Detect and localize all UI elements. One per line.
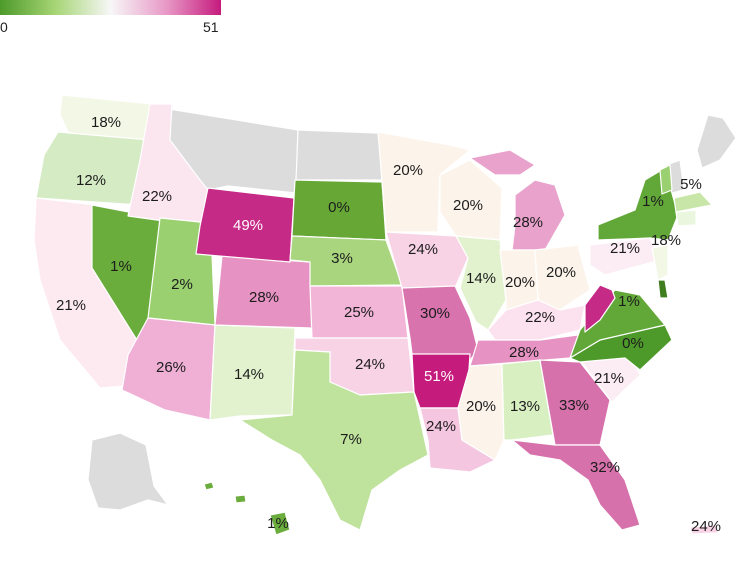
label-vt: 5%: [680, 176, 702, 193]
state-ga[interactable]: [539, 359, 611, 446]
state-tx[interactable]: [239, 349, 429, 531]
state-shapes: [33, 94, 737, 536]
legend-max-label: 51: [203, 19, 219, 35]
label-ia: 24%: [408, 241, 438, 258]
label-id: 22%: [142, 188, 172, 205]
legend-min-label: 0: [0, 19, 8, 35]
label-pa: 21%: [610, 240, 640, 257]
state-hi[interactable]: [203, 481, 291, 536]
label-ok: 24%: [355, 356, 385, 373]
label-hi: 1%: [267, 515, 289, 532]
state-mi[interactable]: [469, 149, 566, 251]
state-ct[interactable]: [675, 209, 697, 227]
label-ks: 25%: [344, 304, 374, 321]
label-va: 1%: [618, 293, 640, 310]
state-wy[interactable]: [195, 187, 295, 263]
state-value-labels: 18% 12% 21% 1% 22% 2% 26% 14% 28% 49% 0%…: [56, 114, 721, 535]
state-vt[interactable]: [659, 164, 673, 195]
label-mi: 28%: [513, 214, 543, 231]
label-ne: 3%: [331, 250, 353, 267]
label-pr: 24%: [691, 518, 721, 535]
label-il: 14%: [466, 270, 496, 287]
state-wv[interactable]: [584, 284, 616, 333]
label-ut: 2%: [171, 276, 193, 293]
label-az: 26%: [156, 359, 186, 376]
state-ma[interactable]: [673, 191, 713, 213]
label-mn: 20%: [393, 162, 423, 179]
label-fl: 32%: [590, 459, 620, 476]
legend-color-bar: [0, 0, 221, 15]
label-or: 12%: [76, 172, 106, 189]
label-ms: 20%: [466, 398, 496, 415]
state-or[interactable]: [35, 131, 151, 206]
label-ny: 1%: [642, 193, 664, 210]
territory-pr[interactable]: [689, 524, 719, 535]
label-nv: 1%: [110, 258, 132, 275]
state-fl[interactable]: [511, 439, 641, 531]
label-al: 13%: [510, 398, 540, 415]
label-mo: 30%: [420, 305, 450, 322]
label-sd: 0%: [328, 199, 350, 216]
label-wa: 18%: [91, 114, 121, 131]
label-ca: 21%: [56, 297, 86, 314]
label-ar: 51%: [424, 368, 454, 385]
label-ga: 33%: [559, 397, 589, 414]
label-ky: 22%: [525, 309, 555, 326]
state-nj[interactable]: [651, 244, 669, 281]
label-co: 28%: [249, 289, 279, 306]
state-va[interactable]: [569, 289, 666, 359]
label-la: 24%: [426, 418, 456, 435]
label-nj: 18%: [651, 232, 681, 249]
label-tn: 28%: [509, 344, 539, 361]
state-pa[interactable]: [589, 237, 661, 276]
label-wi: 20%: [453, 197, 483, 214]
state-al[interactable]: [501, 359, 554, 441]
label-oh: 20%: [546, 264, 576, 281]
state-nd[interactable]: [295, 129, 384, 181]
label-nm: 14%: [234, 366, 264, 383]
state-me[interactable]: [696, 114, 737, 169]
label-wy: 49%: [233, 217, 263, 234]
label-tx: 7%: [340, 431, 362, 448]
label-sc: 21%: [594, 370, 624, 387]
state-ak[interactable]: [87, 432, 169, 511]
state-oh[interactable]: [534, 244, 591, 311]
state-de[interactable]: [657, 279, 669, 299]
label-in: 20%: [505, 274, 535, 291]
state-ia[interactable]: [385, 231, 469, 289]
state-mn[interactable]: [377, 131, 471, 233]
label-nc: 0%: [622, 335, 644, 352]
